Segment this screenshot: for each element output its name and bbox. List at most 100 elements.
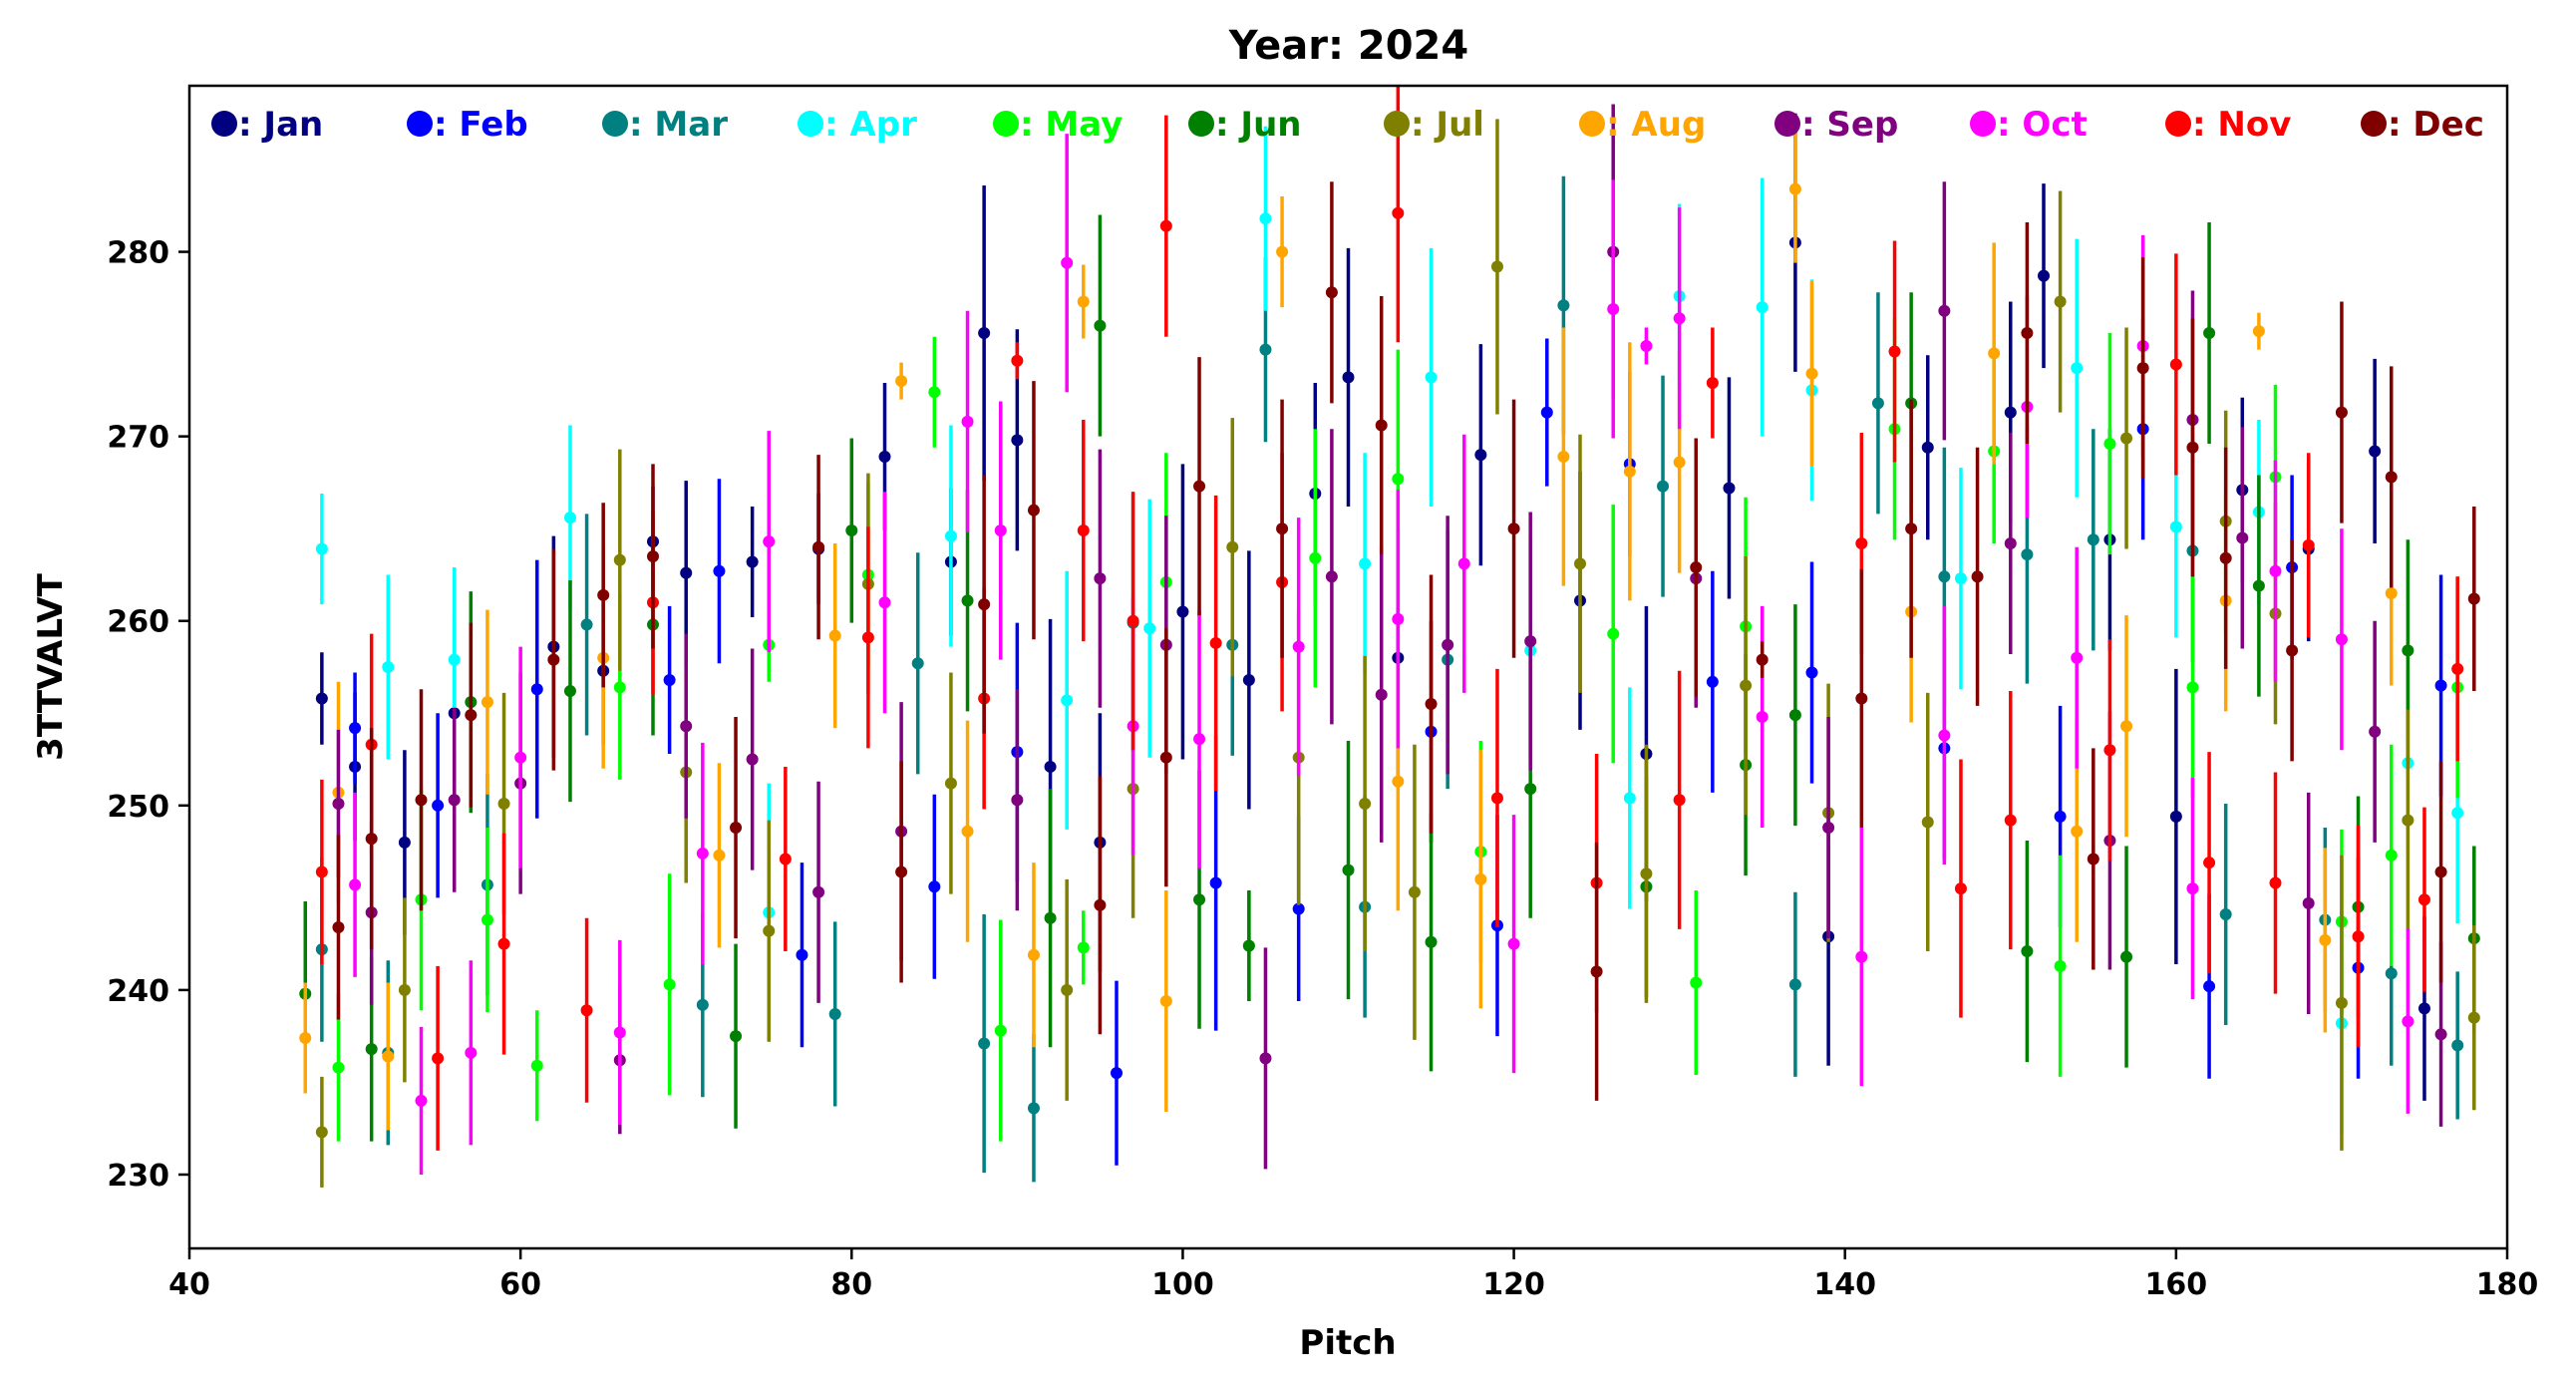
data-point xyxy=(1905,522,1918,535)
data-point xyxy=(2071,825,2084,838)
data-point xyxy=(1540,406,1553,419)
series-10 xyxy=(349,134,2415,1175)
data-point xyxy=(382,1050,395,1063)
legend-item: : Jul xyxy=(1384,105,1484,145)
data-point xyxy=(1640,339,1653,352)
data-point xyxy=(382,661,395,673)
x-tick-label: 180 xyxy=(2476,1267,2539,1302)
data-point xyxy=(1193,480,1206,493)
legend-marker xyxy=(1579,111,1605,137)
data-point xyxy=(2252,579,2265,592)
legend-marker xyxy=(1774,111,1800,137)
legend-marker xyxy=(1384,111,1410,137)
data-point xyxy=(779,853,792,866)
legend-marker xyxy=(602,111,628,137)
y-tick-label: 230 xyxy=(107,1159,169,1194)
data-point xyxy=(2335,406,2348,419)
data-point xyxy=(332,797,345,810)
data-point xyxy=(1127,614,1139,627)
data-point xyxy=(2021,548,2034,561)
data-point xyxy=(1690,976,1703,989)
data-point xyxy=(2302,896,2315,909)
data-point xyxy=(961,825,974,838)
data-point xyxy=(2451,1039,2464,1052)
x-tick-label: 60 xyxy=(499,1267,541,1302)
data-point xyxy=(2186,441,2199,454)
data-point xyxy=(2103,438,2116,451)
data-point xyxy=(680,566,693,579)
data-point xyxy=(1788,709,1801,722)
y-tick-label: 270 xyxy=(107,421,169,456)
data-point xyxy=(1706,675,1719,688)
data-point xyxy=(713,564,726,577)
data-point xyxy=(1425,935,1438,948)
data-point xyxy=(2103,744,2116,757)
data-point xyxy=(1425,371,1438,384)
data-point xyxy=(730,822,743,835)
data-point xyxy=(2071,362,2084,375)
legend-label: : Feb xyxy=(434,105,528,145)
data-point xyxy=(349,722,362,735)
data-point xyxy=(2434,679,2447,692)
data-point xyxy=(1111,1067,1123,1080)
data-point xyxy=(1159,994,1172,1007)
legend-label: : Aug xyxy=(1606,105,1706,145)
data-point xyxy=(398,983,411,996)
data-point xyxy=(1507,937,1520,950)
legend-item: : Aug xyxy=(1579,105,1706,145)
data-point xyxy=(2203,327,2216,340)
data-point xyxy=(1159,219,1172,232)
data-point xyxy=(1756,710,1769,723)
legend-item: : Jun xyxy=(1188,105,1302,145)
legend-label: : Nov xyxy=(2192,105,2291,145)
data-point xyxy=(1457,557,1470,570)
chart-title: Year: 2024 xyxy=(1228,23,1468,69)
data-point xyxy=(465,1046,478,1059)
data-point xyxy=(1309,551,1322,564)
data-point xyxy=(680,720,693,733)
data-point xyxy=(2417,1002,2430,1015)
data-point xyxy=(2451,662,2464,675)
data-point xyxy=(2120,432,2133,445)
data-point xyxy=(1375,688,1388,701)
legend-item: : Sep xyxy=(1774,105,1898,145)
data-point xyxy=(2467,592,2480,605)
data-point xyxy=(1607,302,1620,315)
data-point xyxy=(2252,325,2265,338)
data-point xyxy=(1143,622,1156,635)
data-point xyxy=(1408,885,1421,898)
data-point xyxy=(944,529,957,542)
data-point xyxy=(730,1030,743,1043)
y-tick-label: 240 xyxy=(107,974,169,1009)
data-point xyxy=(1077,941,1090,954)
data-point xyxy=(1524,635,1537,648)
data-point xyxy=(1657,480,1670,493)
data-point xyxy=(812,540,825,553)
data-point xyxy=(1193,893,1206,906)
data-point xyxy=(1574,557,1586,570)
data-point xyxy=(1242,673,1255,686)
data-point xyxy=(613,1026,626,1039)
data-point xyxy=(2186,882,2199,895)
data-point xyxy=(1557,299,1570,312)
legend-label: : Oct xyxy=(1997,105,2088,145)
legend-marker xyxy=(211,111,237,137)
data-point xyxy=(1226,540,1239,553)
data-point xyxy=(2402,814,2415,827)
data-point xyxy=(1027,504,1040,517)
data-point xyxy=(2402,644,2415,657)
data-point xyxy=(2402,1015,2415,1028)
data-point xyxy=(2136,362,2149,375)
legend-item: : May xyxy=(993,105,1123,145)
data-point xyxy=(1474,449,1487,462)
x-tick-label: 160 xyxy=(2145,1267,2208,1302)
data-point xyxy=(1359,797,1372,810)
x-tick-label: 80 xyxy=(830,1267,872,1302)
x-tick-label: 100 xyxy=(1151,1267,1214,1302)
data-point xyxy=(1822,822,1835,835)
data-point xyxy=(796,948,808,961)
data-point xyxy=(2021,945,2034,958)
data-point xyxy=(2319,933,2332,946)
data-point xyxy=(415,1094,428,1107)
data-point xyxy=(315,692,328,705)
